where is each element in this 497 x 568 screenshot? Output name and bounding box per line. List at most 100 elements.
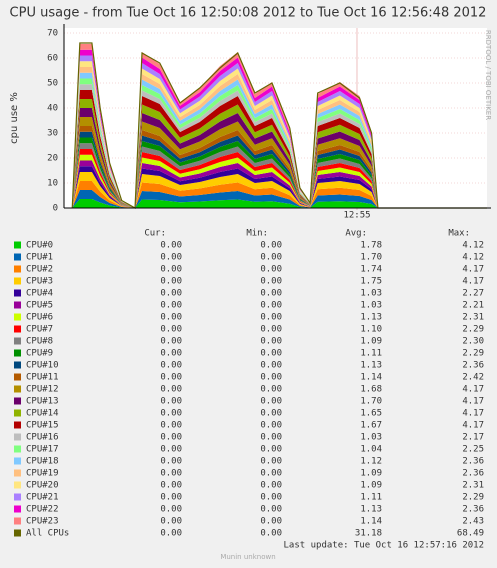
legend-cur: 0.00 [160,469,182,479]
legend-cur: 0.00 [160,277,182,287]
legend-avg: 1.10 [360,325,382,335]
legend-name: CPU#9 [26,349,53,359]
legend-min: 0.00 [260,433,282,443]
legend-avg: 1.03 [360,433,382,443]
legend-cur: 0.00 [160,265,182,275]
legend-name: CPU#14 [26,409,59,419]
y-axis-label: cpu use % [9,92,20,144]
y-tick-label: 10 [47,179,58,189]
x-tick-label: 12:55 [343,211,370,221]
legend-swatch [14,445,21,453]
legend-avg: 1.14 [360,517,382,527]
legend-name: CPU#5 [26,301,53,311]
legend-header: Min: [246,229,268,239]
y-tick-label: 20 [47,154,58,164]
legend-name: CPU#7 [26,325,53,335]
legend-swatch [14,241,21,249]
legend-max: 4.12 [462,241,484,251]
legend-cur: 0.00 [160,493,182,503]
legend-name: CPU#17 [26,445,59,455]
legend-min: 0.00 [260,505,282,515]
legend-name: CPU#12 [26,385,59,395]
y-tick-label: 40 [47,104,58,114]
legend-min: 0.00 [260,529,282,539]
legend-avg: 1.78 [360,241,382,251]
legend-max: 2.36 [462,505,484,515]
legend-min: 0.00 [260,265,282,275]
legend-name: CPU#21 [26,493,59,503]
legend-name: CPU#4 [26,289,53,299]
legend-max: 2.42 [462,373,484,383]
watermark: RRDTOOL / TOBI OETIKER [484,30,492,120]
legend-header: Cur: [144,229,166,239]
legend-min: 0.00 [260,253,282,263]
legend-name: CPU#19 [26,469,59,479]
legend-cur: 0.00 [160,457,182,467]
legend-swatch [14,361,21,369]
legend-min: 0.00 [260,421,282,431]
legend-max: 4.17 [462,421,484,431]
legend-max: 4.17 [462,385,484,395]
legend-name: CPU#13 [26,397,59,407]
legend-name: CPU#6 [26,313,53,323]
y-tick-label: 50 [47,79,58,89]
y-tick-label: 30 [47,129,58,139]
legend-avg: 1.75 [360,277,382,287]
legend-name: CPU#11 [26,373,59,383]
legend-min: 0.00 [260,385,282,395]
legend-avg: 1.65 [360,409,382,419]
legend-swatch [14,529,21,537]
legend-cur: 0.00 [160,433,182,443]
legend-cur: 0.00 [160,289,182,299]
legend-swatch [14,397,21,405]
legend-cur: 0.00 [160,241,182,251]
legend-avg: 1.11 [360,493,382,503]
legend-avg: 1.09 [360,469,382,479]
legend-max: 4.17 [462,409,484,419]
legend-name: CPU#22 [26,505,59,515]
legend-avg: 1.09 [360,337,382,347]
legend-max: 2.30 [462,337,484,347]
legend-cur: 0.00 [160,349,182,359]
legend-swatch [14,301,21,309]
legend-swatch [14,493,21,501]
legend-avg: 1.70 [360,253,382,263]
legend-min: 0.00 [260,277,282,287]
legend-min: 0.00 [260,517,282,527]
legend-swatch [14,433,21,441]
legend-avg: 1.12 [360,457,382,467]
legend-name: CPU#3 [26,277,53,287]
legend-header: Max: [448,229,470,239]
legend-name: CPU#20 [26,481,59,491]
legend-cur: 0.00 [160,445,182,455]
legend-swatch [14,517,21,525]
legend-max: 2.27 [462,289,484,299]
legend-cur: 0.00 [160,409,182,419]
legend-name: CPU#1 [26,253,53,263]
legend-cur: 0.00 [160,253,182,263]
legend-min: 0.00 [260,445,282,455]
legend-cur: 0.00 [160,385,182,395]
legend-name: CPU#0 [26,241,53,251]
legend-swatch [14,325,21,333]
legend-swatch [14,421,21,429]
legend-swatch [14,373,21,381]
y-tick-label: 60 [47,54,58,64]
y-tick-label: 70 [47,29,58,39]
legend-max: 2.21 [462,301,484,311]
legend-avg: 1.03 [360,289,382,299]
chart-title: CPU usage - from Tue Oct 16 12:50:08 201… [10,6,487,21]
legend-max: 2.17 [462,433,484,443]
legend-avg: 1.13 [360,361,382,371]
legend-cur: 0.00 [160,337,182,347]
legend-avg: 1.14 [360,373,382,383]
legend-name: CPU#15 [26,421,59,431]
legend-max: 2.29 [462,349,484,359]
legend-avg: 1.03 [360,301,382,311]
legend-max: 2.36 [462,469,484,479]
legend-header: Avg: [345,229,367,239]
legend-name: CPU#8 [26,337,53,347]
legend-max: 2.31 [462,481,484,491]
legend-min: 0.00 [260,325,282,335]
legend-swatch [14,289,21,297]
